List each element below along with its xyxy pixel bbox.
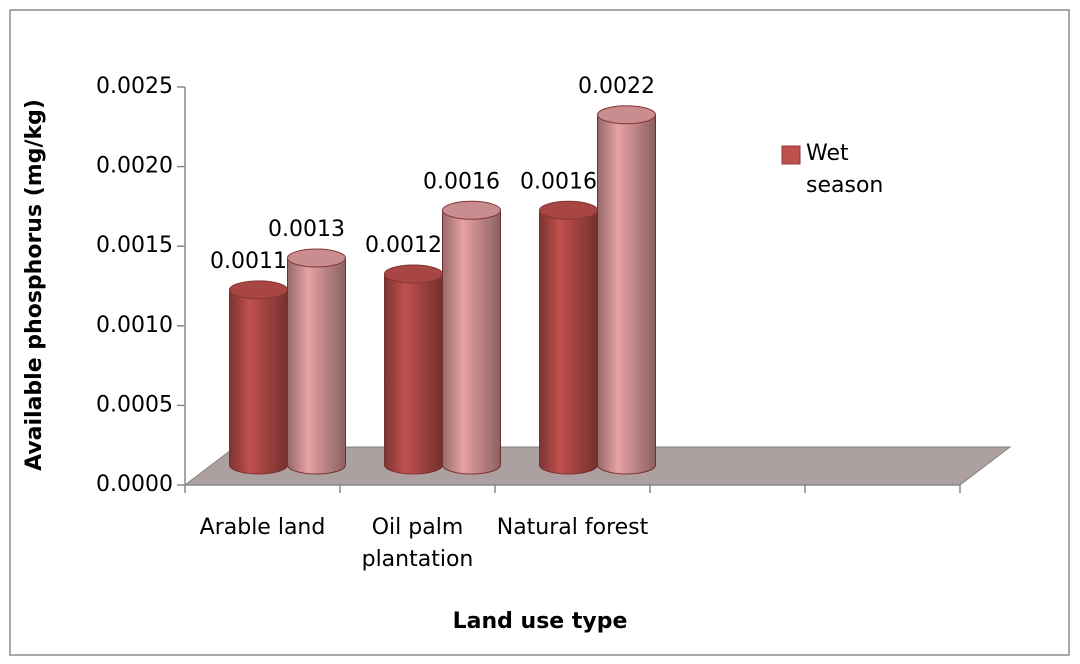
data-label: 0.0013: [268, 217, 345, 242]
cylinder: [229, 280, 288, 475]
bar-top-shade: [229, 280, 288, 299]
legend-label: Wet season: [806, 141, 884, 198]
x-axis-title: Land use type: [453, 609, 628, 634]
cylinder: [384, 264, 443, 475]
cylinder: [287, 248, 346, 475]
cylinder: [597, 105, 656, 475]
x-tick-label: Oil palm plantation: [361, 515, 474, 572]
bar-shade: [597, 114, 656, 474]
x-tick-label: Natural forest: [496, 515, 649, 540]
bar-top-shade: [287, 249, 346, 268]
bar-top: [597, 105, 656, 125]
bar-top-shade: [597, 105, 656, 124]
y-tick-label: 0.0005: [96, 392, 173, 417]
data-label: 0.0022: [578, 74, 655, 99]
data-label: 0.0016: [423, 169, 500, 194]
bar-top: [287, 248, 346, 268]
bar-shade: [442, 210, 501, 474]
bar-shade: [229, 289, 288, 474]
y-tick-label: 0.0010: [96, 313, 173, 338]
cylinder: [539, 200, 598, 475]
cylinder: [442, 200, 501, 475]
bar-shade: [539, 210, 598, 474]
data-label: 0.0011: [210, 249, 287, 274]
legend-swatch: [781, 145, 801, 165]
data-label: 0.0012: [365, 233, 442, 258]
bar-top-shade: [539, 201, 598, 220]
y-tick-label: 0.0000: [96, 472, 173, 497]
bar-shade: [287, 258, 346, 474]
bar-top: [442, 200, 501, 220]
bar-shade: [384, 273, 443, 474]
data-label: 0.0016: [520, 169, 597, 194]
bar-top-shade: [442, 201, 501, 220]
y-axis-title: Available phosphorus (mg/kg): [22, 99, 47, 471]
x-tick-label: Arable land: [199, 515, 326, 540]
y-tick-label: 0.0020: [96, 154, 173, 179]
bar-top-shade: [384, 264, 443, 283]
y-tick-label: 0.0025: [96, 74, 173, 99]
y-tick-label: 0.0015: [96, 233, 173, 258]
